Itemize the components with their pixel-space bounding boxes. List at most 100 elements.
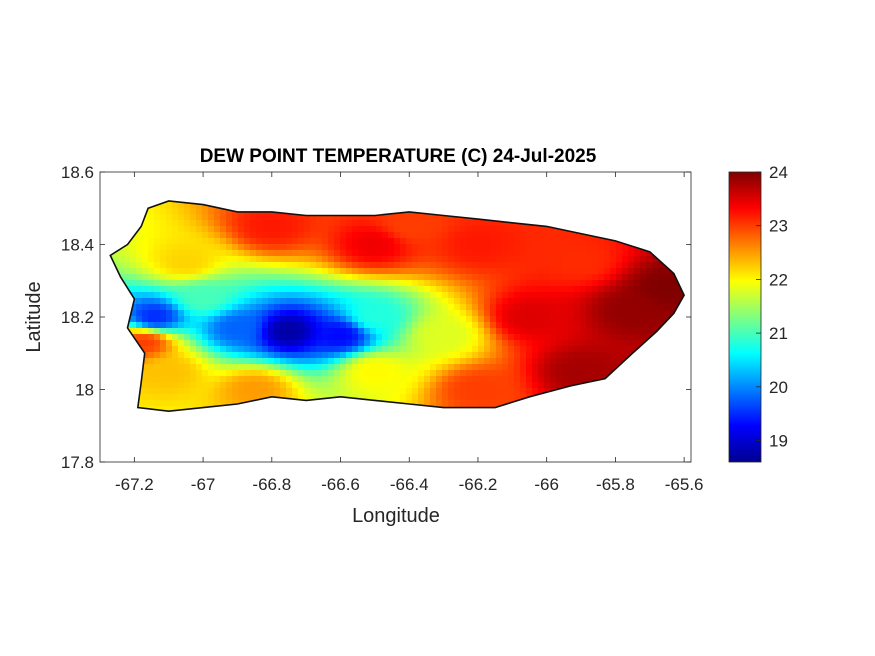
field-cell [322,394,329,401]
field-cell [292,268,299,275]
field-cell [172,358,179,365]
field-cell [610,298,617,305]
field-cell [556,274,563,281]
field-cell [136,340,143,347]
field-cell [208,394,215,401]
field-cell [490,316,497,323]
field-cell [346,244,353,251]
field-cell [166,376,173,383]
field-cell [484,220,491,227]
field-cell [454,274,461,281]
field-cell [334,262,341,269]
field-cell [652,328,659,335]
field-cell [400,268,407,275]
field-cell [568,250,575,257]
field-cell [442,256,449,263]
x-tick-label: -67 [191,475,216,494]
field-cell [604,322,611,329]
field-cell [640,256,647,263]
field-cell [208,388,215,395]
field-cell [160,376,167,383]
field-cell [352,226,359,233]
field-cell [172,304,179,311]
field-cell [520,370,527,377]
field-cell [178,214,185,221]
field-cell [460,226,467,233]
field-cell [196,286,203,293]
field-cell [604,346,611,353]
field-cell [418,232,425,239]
field-cell [412,268,419,275]
field-cell [508,280,515,287]
field-cell [538,322,545,329]
field-cell [646,268,653,275]
field-cell [166,364,173,371]
field-cell [586,244,593,251]
field-cell [340,226,347,233]
field-cell [400,358,407,365]
field-cell [400,328,407,335]
field-cell [448,310,455,317]
field-cell [628,298,635,305]
field-cell [358,214,365,221]
field-cell [238,232,245,239]
field-cell [412,238,419,245]
field-cell [292,220,299,227]
field-cell [472,226,479,233]
field-cell [586,268,593,275]
field-cell [130,256,137,263]
field-cell [466,376,473,383]
field-cell [412,292,419,299]
field-cell [514,316,521,323]
field-cell [448,304,455,311]
field-cell [568,304,575,311]
field-cell [214,280,221,287]
field-cell [130,268,137,275]
field-cell [292,214,299,221]
field-cell [418,286,425,293]
chart-title: DEW POINT TEMPERATURE (C) 24-Jul-2025 [200,146,597,167]
field-cell [292,388,299,395]
field-cell [394,226,401,233]
field-cell [238,226,245,233]
field-cell [400,376,407,383]
field-cell [346,214,353,221]
field-cell [232,268,239,275]
field-cell [148,400,155,407]
field-cell [256,268,263,275]
field-cell [184,376,191,383]
field-cell [538,316,545,323]
field-cell [316,232,323,239]
field-cell [334,250,341,257]
field-cell [328,250,335,257]
field-cell [526,238,533,245]
field-cell [436,364,443,371]
field-cell [220,334,227,341]
field-cell [154,214,161,221]
field-cell [202,316,209,323]
field-cell [520,238,527,245]
field-cell [448,268,455,275]
field-cell [418,328,425,335]
field-cell [358,268,365,275]
field-cell [268,220,275,227]
field-cell [472,328,479,335]
field-cell [580,292,587,299]
field-cell [526,364,533,371]
field-cell [136,268,143,275]
field-cell [424,256,431,263]
field-cell [382,250,389,257]
field-cell [280,382,287,389]
field-cell [226,256,233,263]
field-cell [250,310,257,317]
field-cell [478,268,485,275]
field-cell [166,226,173,233]
field-cell [592,250,599,257]
field-cell [466,268,473,275]
field-cell [646,322,653,329]
field-cell [370,346,377,353]
field-cell [592,268,599,275]
field-cell [484,322,491,329]
x-tick-label: -66.6 [321,475,360,494]
field-cell [202,382,209,389]
